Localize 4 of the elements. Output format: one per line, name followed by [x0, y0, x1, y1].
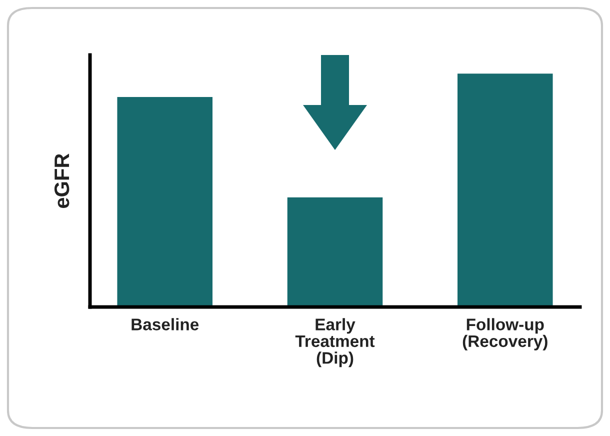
y-axis-title: eGFR: [54, 154, 70, 208]
x-tick-label: Early Treatment (Dip): [295, 318, 375, 368]
x-tick-label: Follow-up (Recovery): [462, 318, 548, 350]
x-tick-label: Baseline: [132, 318, 199, 330]
